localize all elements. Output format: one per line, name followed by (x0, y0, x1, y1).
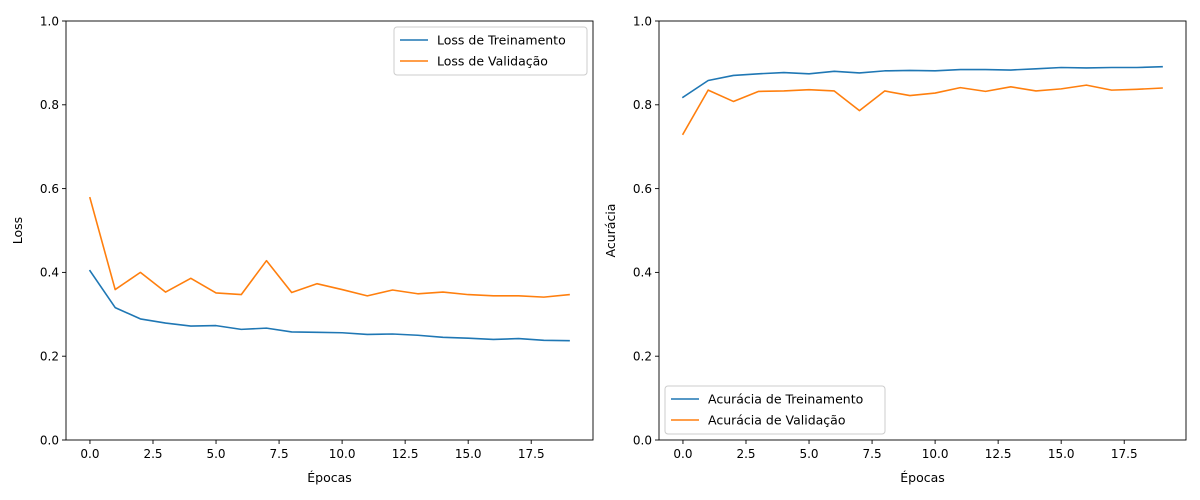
x-tick-label: 10.0 (922, 447, 949, 461)
legend-box (393, 26, 588, 76)
y-tick-label: 0.4 (40, 266, 59, 280)
y-tick-label: 0.2 (40, 350, 59, 364)
x-tick-label: 5.0 (206, 447, 225, 461)
chart-panel-2: 0.0 2.5 5.0 7.5 10.0 12.5 15.0 17.5 0.0 0.2 0.4 0.6… (603, 14, 1187, 485)
axes-frame (658, 20, 1187, 441)
y-tick-label: 1.0 (633, 14, 652, 28)
y-tick-label: 0.8 (633, 98, 652, 112)
x-tick-label: 0.0 (80, 447, 99, 461)
y-tick-label: 0.6 (633, 182, 652, 196)
x-tick-label: 12.5 (392, 447, 419, 461)
y-tick-label: 0.8 (40, 98, 59, 112)
x-tick-label: 2.5 (736, 447, 755, 461)
x-tick-label: 7.5 (863, 447, 882, 461)
y-tick-label: 0.6 (40, 182, 59, 196)
x-tick-label: 15.0 (1048, 447, 1075, 461)
series-line-1 (88, 269, 570, 342)
x-tick-label: 7.5 (270, 447, 289, 461)
legend: Acurácia de Treinamento Acurácia de Valid… (664, 385, 886, 435)
plot-area (66, 21, 593, 440)
series-line-2 (88, 196, 570, 298)
legend-label: Loss de Treinamento (437, 33, 566, 48)
series-line-1 (681, 65, 1163, 99)
y-tick-label: 0.0 (40, 433, 59, 447)
legend-label: Acurácia de Validação (708, 413, 845, 428)
series-line-2 (681, 84, 1163, 136)
y-tick-label: 1.0 (40, 14, 59, 28)
x-tick-label: 2.5 (143, 447, 162, 461)
x-tick-label: 0.0 (673, 447, 692, 461)
legend-box (664, 385, 886, 435)
x-tick-label: 17.5 (1111, 447, 1138, 461)
y-tick-label: 0.2 (633, 350, 652, 364)
axes-frame (65, 20, 594, 441)
y-axis-label: Loss (10, 217, 25, 244)
legend: Loss de Treinamento Loss de Validação (393, 26, 588, 76)
x-axis-label: Épocas (307, 470, 352, 485)
legend-label: Acurácia de Treinamento (708, 392, 863, 407)
x-tick-label: 10.0 (329, 447, 356, 461)
x-tick-label: 5.0 (799, 447, 818, 461)
x-axis-label: Épocas (900, 470, 945, 485)
chart-panel-1: 0.0 2.5 5.0 7.5 10.0 12.5 15.0 17.5 0.0 0.2 0.4 0.6… (10, 14, 594, 485)
plot-area (659, 21, 1186, 440)
x-tick-label: 17.5 (518, 447, 545, 461)
x-tick-label: 15.0 (455, 447, 482, 461)
legend-label: Loss de Validação (437, 54, 548, 69)
y-tick-label: 0.0 (633, 433, 652, 447)
y-tick-label: 0.4 (633, 266, 652, 280)
x-tick-label: 12.5 (985, 447, 1012, 461)
y-axis-label: Acurácia (603, 204, 618, 258)
